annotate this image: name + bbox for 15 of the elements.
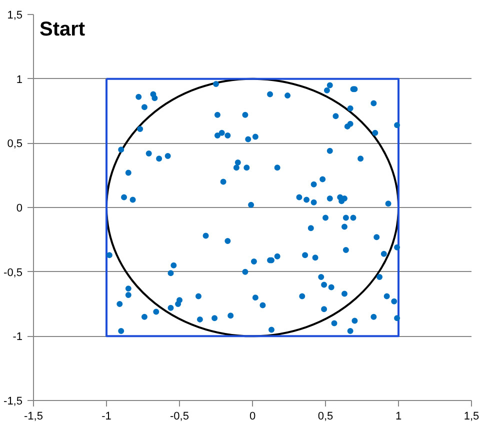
y-tick-label: 1,5 bbox=[7, 10, 23, 22]
x-tick-label: -1 bbox=[102, 410, 112, 422]
y-tick-label: -1 bbox=[12, 331, 22, 344]
chart-title: Start bbox=[40, 18, 86, 40]
x-tick-label: 0 bbox=[249, 410, 256, 422]
x-tick-label: 1,5 bbox=[464, 410, 480, 422]
y-tick-label: -0,5 bbox=[4, 266, 23, 279]
y-tick-label: 0,5 bbox=[7, 138, 23, 150]
x-tick-label: 0,5 bbox=[318, 410, 334, 422]
x-tick-label: 1 bbox=[395, 410, 402, 422]
x-tick-label: -1,5 bbox=[24, 410, 43, 422]
y-tick-label: -1,5 bbox=[4, 396, 23, 408]
x-tick-label: -0,5 bbox=[170, 410, 189, 422]
y-tick-label: 0 bbox=[16, 202, 23, 214]
y-tick-label: 1 bbox=[16, 74, 23, 86]
